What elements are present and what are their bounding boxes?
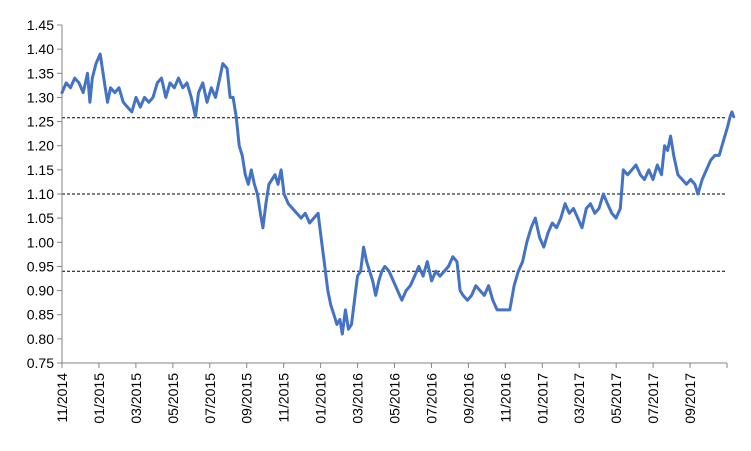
y-tick-label: 1.45 xyxy=(27,17,54,33)
x-tick-label: 05/2015 xyxy=(165,373,181,424)
x-axis-labels: 11/2014 01/2015 03/2015 05/2015 07/2015 09/20… xyxy=(54,373,698,424)
y-tick-label: 1.00 xyxy=(27,234,54,250)
y-tick-label: 0.75 xyxy=(27,355,54,371)
y-tick-label: 0.80 xyxy=(27,331,54,347)
x-tick-label: 09/2015 xyxy=(239,373,255,424)
x-tick-label: 03/2017 xyxy=(571,373,587,424)
y-axis-labels: 0.75 0.80 0.85 0.90 0.95 1.00 1.05 1.10 1.15 1.20… xyxy=(27,17,54,371)
x-tick-label: 03/2015 xyxy=(128,373,144,424)
x-tick-label: 09/2016 xyxy=(460,373,476,424)
x-tick-label: 07/2017 xyxy=(645,373,661,424)
y-tick-label: 1.25 xyxy=(27,114,54,130)
y-tick-label: 1.40 xyxy=(27,41,54,57)
x-tick-label: 11/2016 xyxy=(497,373,513,423)
y-tick-label: 1.35 xyxy=(27,65,54,81)
axes xyxy=(57,24,728,368)
series-line xyxy=(60,52,736,336)
y-tick-label: 1.05 xyxy=(27,210,54,226)
x-tick-label: 01/2015 xyxy=(91,373,107,424)
y-tick-label: 1.30 xyxy=(27,89,54,105)
x-tick-label: 09/2017 xyxy=(682,373,698,424)
y-tick-label: 0.90 xyxy=(27,283,54,299)
x-tick-label: 01/2016 xyxy=(313,373,329,424)
y-tick-label: 0.95 xyxy=(27,258,54,274)
x-tick-label: 01/2017 xyxy=(534,373,550,424)
x-tick-label: 03/2016 xyxy=(350,373,366,424)
x-tick-label: 07/2016 xyxy=(423,373,439,424)
x-tick-label: 07/2015 xyxy=(202,373,218,424)
x-tick-label: 11/2014 xyxy=(54,373,70,423)
x-tick-label: 05/2017 xyxy=(608,373,624,424)
y-tick-label: 1.10 xyxy=(27,186,54,202)
x-tick-label: 11/2015 xyxy=(276,373,292,423)
reference-lines xyxy=(62,117,727,272)
series-group xyxy=(60,52,736,336)
x-tick-label: 05/2016 xyxy=(387,373,403,424)
y-tick-label: 1.20 xyxy=(27,138,54,154)
y-tick-label: 1.15 xyxy=(27,162,54,178)
y-tick-label: 0.85 xyxy=(27,307,54,323)
